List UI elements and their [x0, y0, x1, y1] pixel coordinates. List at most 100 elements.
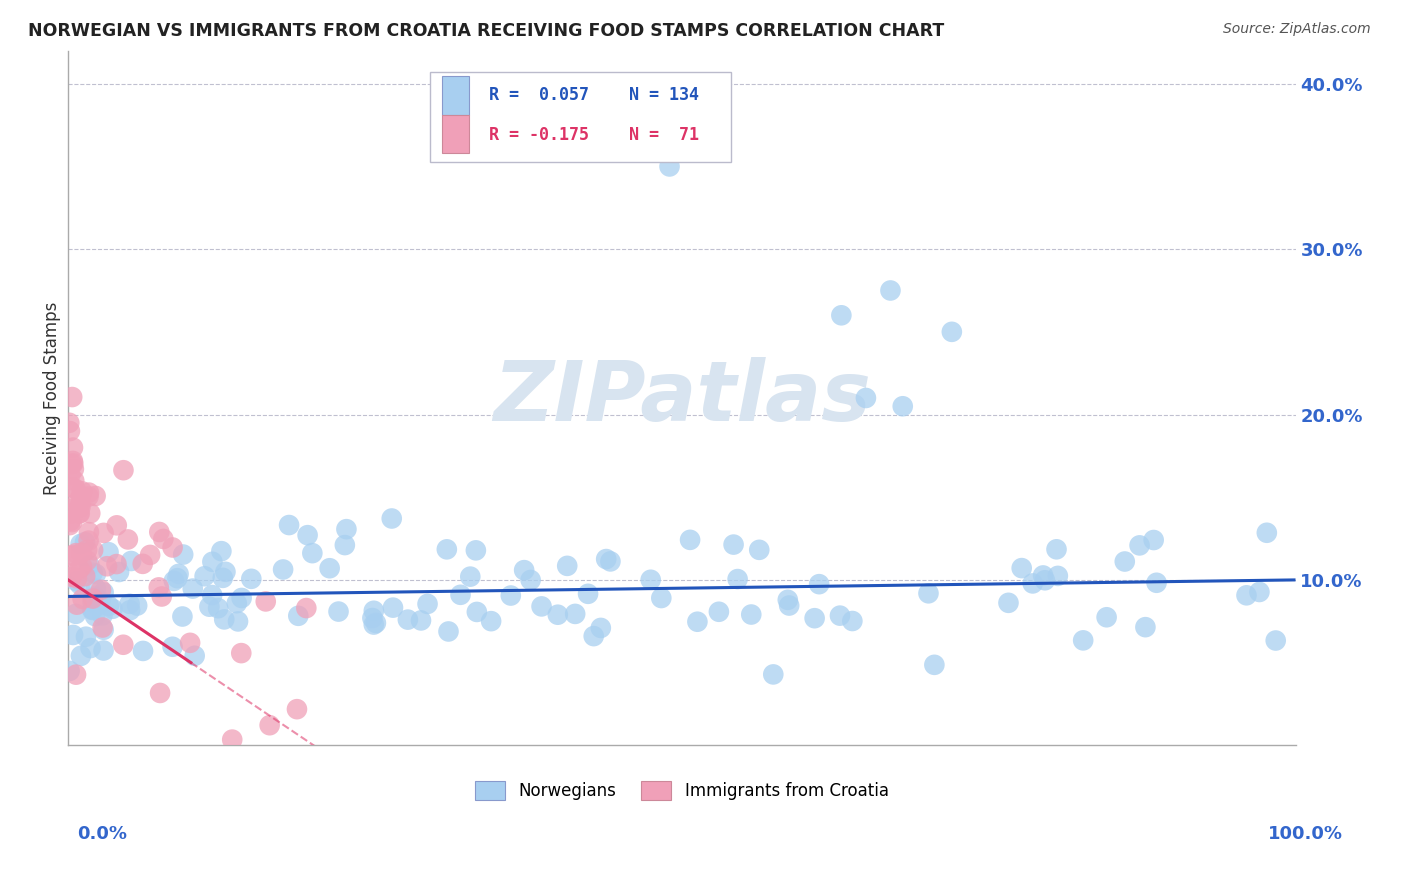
- Point: [778, 599, 800, 613]
- Y-axis label: Receiving Food Stamps: Receiving Food Stamps: [44, 301, 60, 495]
- Text: ZIPatlas: ZIPatlas: [494, 358, 870, 439]
- Point: [209, 544, 232, 558]
- Point: [132, 557, 155, 571]
- Point: [96, 559, 118, 574]
- Point: [60, 566, 83, 581]
- Point: [879, 284, 901, 298]
- Point: [162, 640, 184, 654]
- Point: [63, 549, 86, 563]
- Point: [60, 515, 83, 529]
- Point: [1011, 561, 1033, 575]
- Point: [179, 636, 201, 650]
- Point: [335, 522, 357, 536]
- Point: [183, 648, 205, 663]
- Point: [60, 570, 83, 584]
- Point: [62, 628, 84, 642]
- Point: [555, 558, 578, 573]
- Point: [91, 608, 114, 623]
- Point: [139, 548, 162, 562]
- Point: [69, 577, 91, 591]
- Text: R =  0.057    N = 134: R = 0.057 N = 134: [489, 87, 699, 104]
- Point: [97, 545, 120, 559]
- Point: [231, 591, 253, 605]
- Point: [70, 484, 93, 499]
- Point: [82, 591, 104, 606]
- Point: [997, 596, 1019, 610]
- Point: [855, 391, 877, 405]
- Point: [1095, 610, 1118, 624]
- Point: [70, 546, 93, 560]
- Point: [73, 535, 96, 549]
- Point: [271, 562, 294, 576]
- Point: [59, 467, 82, 482]
- Point: [328, 605, 350, 619]
- Point: [201, 588, 224, 602]
- Point: [576, 587, 599, 601]
- Point: [686, 615, 709, 629]
- Point: [1046, 569, 1069, 583]
- Point: [65, 546, 87, 560]
- Point: [841, 614, 863, 628]
- Point: [93, 525, 115, 540]
- Point: [231, 646, 253, 660]
- Point: [285, 702, 308, 716]
- Text: 0.0%: 0.0%: [77, 825, 128, 843]
- Point: [108, 565, 131, 579]
- Point: [589, 621, 612, 635]
- Point: [59, 664, 82, 678]
- Point: [599, 554, 621, 568]
- Point: [582, 629, 605, 643]
- Point: [295, 601, 318, 615]
- Point: [297, 528, 319, 542]
- Point: [66, 571, 89, 585]
- Point: [225, 596, 247, 610]
- Point: [1129, 538, 1152, 552]
- Point: [117, 533, 139, 547]
- Point: [63, 474, 86, 488]
- Point: [90, 582, 112, 597]
- Point: [1114, 555, 1136, 569]
- Point: [83, 590, 105, 604]
- Point: [776, 592, 799, 607]
- Point: [84, 489, 107, 503]
- Point: [76, 543, 98, 558]
- Point: [808, 577, 831, 591]
- Point: [79, 507, 101, 521]
- Point: [69, 507, 91, 521]
- Point: [59, 507, 82, 521]
- Point: [1146, 575, 1168, 590]
- Point: [830, 308, 852, 322]
- Point: [828, 608, 851, 623]
- Point: [748, 542, 770, 557]
- Point: [75, 630, 97, 644]
- Point: [364, 615, 387, 630]
- Point: [148, 581, 170, 595]
- Point: [93, 585, 115, 599]
- Point: [118, 597, 141, 611]
- Point: [87, 598, 110, 612]
- Point: [727, 572, 749, 586]
- Point: [650, 591, 672, 605]
- Point: [84, 609, 107, 624]
- Point: [101, 602, 124, 616]
- Point: [69, 537, 91, 551]
- Point: [519, 573, 541, 587]
- Point: [381, 511, 404, 525]
- Point: [167, 566, 190, 581]
- Point: [803, 611, 825, 625]
- Point: [181, 582, 204, 596]
- Point: [363, 617, 385, 632]
- Point: [437, 624, 460, 639]
- Point: [79, 558, 101, 573]
- Point: [240, 572, 263, 586]
- Point: [207, 601, 229, 615]
- Point: [149, 686, 172, 700]
- Point: [1021, 576, 1043, 591]
- Text: 100.0%: 100.0%: [1268, 825, 1343, 843]
- Point: [84, 582, 107, 596]
- Point: [254, 594, 277, 608]
- Point: [513, 563, 536, 577]
- Point: [221, 732, 243, 747]
- Point: [105, 518, 128, 533]
- Point: [70, 648, 93, 663]
